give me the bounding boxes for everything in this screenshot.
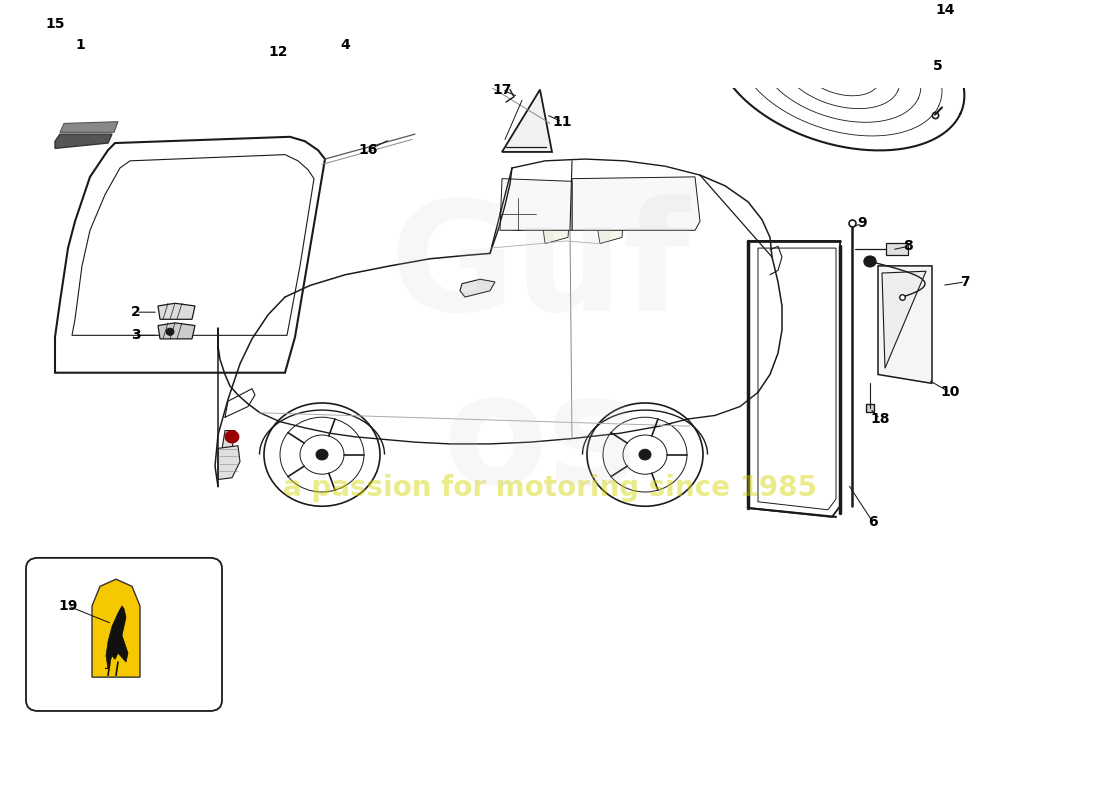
Polygon shape — [878, 266, 932, 383]
Circle shape — [307, 46, 317, 55]
Circle shape — [226, 430, 239, 443]
Polygon shape — [158, 303, 195, 319]
Circle shape — [367, 36, 383, 50]
Text: 6: 6 — [868, 515, 878, 530]
Text: 15: 15 — [45, 17, 65, 30]
Text: 12: 12 — [268, 46, 288, 59]
Polygon shape — [748, 241, 840, 517]
Polygon shape — [55, 137, 324, 373]
Text: 19: 19 — [58, 599, 78, 613]
Circle shape — [166, 328, 174, 335]
Polygon shape — [882, 271, 926, 368]
Polygon shape — [502, 90, 552, 152]
Circle shape — [302, 42, 321, 58]
Text: 18: 18 — [870, 412, 890, 426]
Text: 1: 1 — [75, 38, 85, 52]
Text: 17: 17 — [493, 82, 512, 97]
Text: 9: 9 — [857, 216, 867, 230]
Text: 4: 4 — [340, 38, 350, 52]
Polygon shape — [218, 446, 240, 479]
Polygon shape — [55, 134, 112, 148]
Circle shape — [292, 17, 299, 24]
Text: 10: 10 — [940, 386, 959, 399]
Polygon shape — [596, 206, 624, 244]
Circle shape — [864, 256, 876, 266]
Polygon shape — [158, 323, 195, 339]
Text: a passion for motoring since 1985: a passion for motoring since 1985 — [283, 474, 817, 502]
Polygon shape — [348, 21, 405, 63]
Text: Guf
os: Guf os — [389, 194, 691, 516]
Text: 8: 8 — [903, 239, 913, 254]
Polygon shape — [572, 177, 700, 230]
Circle shape — [361, 31, 389, 56]
Text: 16: 16 — [359, 143, 377, 157]
Text: 14: 14 — [935, 2, 955, 17]
Polygon shape — [500, 178, 572, 230]
Polygon shape — [220, 430, 235, 462]
Text: 5: 5 — [933, 58, 943, 73]
FancyBboxPatch shape — [26, 558, 222, 711]
Polygon shape — [104, 606, 128, 668]
Polygon shape — [296, 36, 328, 61]
Text: 7: 7 — [960, 275, 970, 289]
Text: 3: 3 — [131, 328, 141, 342]
Polygon shape — [60, 122, 118, 132]
Polygon shape — [460, 279, 495, 297]
Circle shape — [639, 450, 651, 460]
Text: 2: 2 — [131, 305, 141, 319]
Circle shape — [500, 198, 536, 230]
Polygon shape — [92, 579, 140, 677]
FancyBboxPatch shape — [886, 242, 907, 255]
Text: 13: 13 — [275, 0, 295, 2]
Polygon shape — [542, 206, 570, 244]
Circle shape — [316, 450, 328, 460]
Text: 11: 11 — [552, 114, 572, 129]
